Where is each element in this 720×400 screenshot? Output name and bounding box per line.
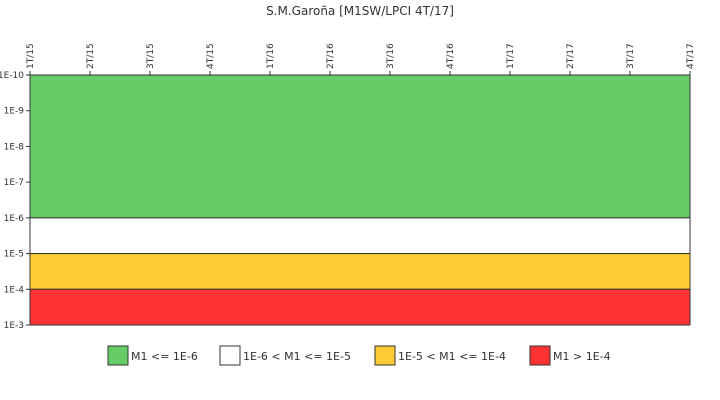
x-tick-label: 3T/17 [626, 43, 636, 69]
x-tick-label: 1T/15 [26, 43, 36, 69]
legend-swatch [107, 345, 129, 366]
x-tick-label: 3T/15 [146, 43, 156, 69]
y-tick-label: 1E-9 [4, 107, 25, 117]
y-tick-label: 1E-3 [4, 321, 24, 331]
legend-label: M1 <= 1E-6 [131, 350, 198, 363]
legend-item-3: M1 > 1E-4 [529, 345, 611, 366]
x-tick-label: 1T/17 [506, 43, 516, 69]
legend-item-1: 1E-6 < M1 <= 1E-5 [219, 345, 351, 366]
band-0 [29, 74, 691, 219]
y-axis: 1E-10 1E-9 1E-8 1E-7 1E-6 1E-5 1E-4 1E-3 [0, 71, 30, 331]
x-tick-label: 4T/17 [686, 43, 696, 69]
band-3 [29, 288, 691, 326]
legend: M1 <= 1E-6 1E-6 < M1 <= 1E-5 1E-5 < M1 <= … [107, 345, 611, 366]
x-tick-label: 2T/15 [86, 43, 96, 69]
x-tick-label: 4T/16 [446, 43, 456, 69]
legend-swatch [219, 345, 241, 366]
band-1 [29, 217, 691, 255]
plot-frame [29, 74, 691, 326]
x-tick-label: 3T/16 [386, 43, 396, 69]
legend-label: 1E-6 < M1 <= 1E-5 [243, 350, 351, 363]
x-tick-label: 2T/17 [566, 43, 576, 69]
y-tick-label: 1E-7 [4, 178, 24, 188]
y-tick-label: 1E-5 [4, 250, 24, 260]
x-axis: 1T/15 2T/15 3T/15 4T/15 1T/16 2T/16 3T/16 4T/16… [26, 43, 696, 75]
x-tick-label: 4T/15 [206, 43, 216, 69]
y-tick-label: 1E-4 [4, 285, 25, 295]
legend-swatch [529, 345, 551, 366]
legend-label: M1 > 1E-4 [553, 350, 611, 363]
y-tick-label: 1E-6 [4, 214, 25, 224]
x-tick-label: 2T/16 [326, 43, 336, 69]
band-2 [29, 253, 691, 290]
x-tick-label: 1T/16 [266, 43, 276, 69]
legend-item-0: M1 <= 1E-6 [107, 345, 198, 366]
legend-label: 1E-5 < M1 <= 1E-4 [398, 350, 506, 363]
legend-swatch [374, 345, 396, 366]
band-layer [29, 74, 691, 326]
chart-title: S.M.Garoña [M1SW/LPCI 4T/17] [266, 4, 454, 18]
y-tick-label: 1E-10 [0, 71, 24, 81]
legend-item-2: 1E-5 < M1 <= 1E-4 [374, 345, 506, 366]
y-tick-label: 1E-8 [4, 142, 25, 152]
